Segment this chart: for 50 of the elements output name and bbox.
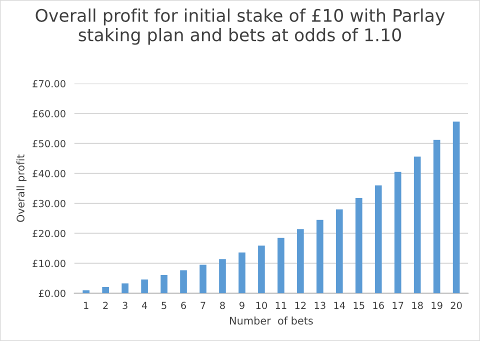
- x-tick-label: 18: [412, 302, 423, 310]
- y-tick-label: £0.00: [38, 290, 66, 298]
- bar: [219, 259, 226, 294]
- y-tick-label: £30.00: [32, 200, 66, 208]
- bar: [160, 274, 168, 294]
- bar: [316, 220, 324, 294]
- y-tick-label: £50.00: [32, 140, 66, 148]
- bar: [122, 283, 128, 294]
- bar: [452, 122, 460, 294]
- bar: [258, 246, 265, 294]
- x-tick-label: 11: [276, 302, 286, 309]
- x-tick-label: 7: [200, 302, 206, 309]
- x-tick-label: 16: [373, 302, 384, 310]
- x-tick-label: 1: [84, 302, 88, 309]
- bar: [414, 156, 421, 294]
- bar: [297, 229, 304, 294]
- bar: [238, 252, 246, 294]
- x-tick-label: 14: [334, 302, 346, 309]
- bar: [374, 185, 382, 294]
- x-tick-label: 10: [256, 302, 267, 310]
- bar: [355, 198, 362, 294]
- x-tick-label: 12: [295, 302, 306, 309]
- y-tick-label: £40.00: [32, 170, 66, 178]
- bar: [180, 270, 187, 294]
- x-tick-label: 5: [162, 302, 166, 310]
- x-tick-label: 3: [122, 302, 128, 310]
- bar: [141, 279, 148, 294]
- x-tick-label: 9: [239, 302, 244, 310]
- y-tick-label: £10.00: [32, 260, 66, 268]
- x-tick-label: 2: [103, 302, 108, 309]
- x-tick-label: 15: [354, 302, 364, 310]
- bar: [278, 238, 284, 294]
- y-tick-label: £60.00: [32, 110, 66, 118]
- bar: [433, 140, 440, 294]
- x-tick-label: 13: [314, 302, 326, 310]
- x-tick-label: 19: [432, 302, 442, 310]
- x-tick-label: 17: [392, 302, 404, 309]
- x-tick-label: 6: [181, 302, 186, 310]
- x-tick-label: 8: [220, 302, 225, 310]
- y-tick-label: £20.00: [32, 230, 66, 238]
- x-tick-label: 4: [142, 302, 148, 309]
- bar: [394, 172, 402, 294]
- x-axis-title: Number of bets: [230, 316, 313, 325]
- y-tick-label: £70.00: [32, 80, 66, 88]
- bar: [200, 264, 206, 294]
- bar: [336, 209, 343, 294]
- y-axis-title: Overall profit: [16, 154, 26, 222]
- x-tick-label: 20: [450, 302, 462, 310]
- chart-title: Overall profit for initial stake of £10 with Parlay staking plan and bets at odds of 1.10: [36, 8, 445, 45]
- bar: [102, 286, 109, 294]
